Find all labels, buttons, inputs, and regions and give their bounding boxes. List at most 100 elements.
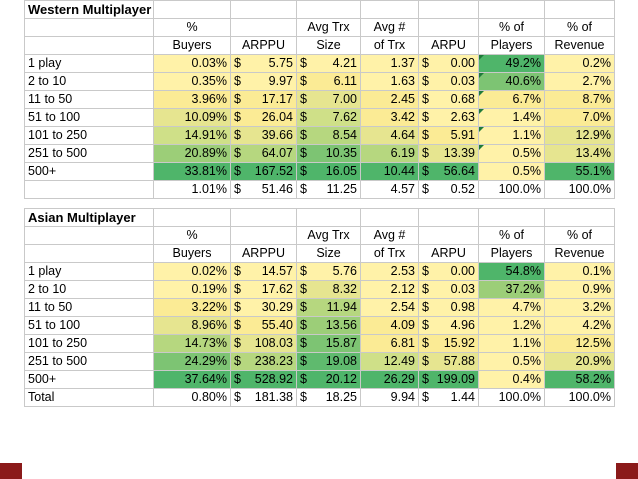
trx-size-cell-value: 15.87 bbox=[325, 336, 357, 350]
blank-cell bbox=[478, 0, 545, 19]
left-accent-bar bbox=[0, 463, 22, 479]
arpu-cell-value: 0.52 bbox=[450, 182, 475, 196]
num-trx-cell: 2.53 bbox=[360, 262, 419, 281]
revenue-cell: 0.1% bbox=[544, 262, 615, 281]
row-label: 1 play bbox=[24, 54, 154, 73]
revenue-cell: 7.0% bbox=[544, 108, 615, 127]
arppu-cell-value: 55.40 bbox=[261, 318, 293, 332]
row-label bbox=[24, 180, 154, 199]
column-header: Buyers bbox=[153, 36, 231, 55]
players-cell: 1.1% bbox=[478, 126, 545, 145]
column-header: % bbox=[153, 226, 231, 245]
header-row: Buyers ARPPU Size of Trx ARPU Players Revenue bbox=[24, 36, 615, 55]
table-row: 1 play 0.02% $14.57 $5.76 2.53 $0.00 54.8% 0.1% bbox=[24, 262, 615, 281]
arpu-cell: $57.88 bbox=[418, 352, 479, 371]
num-trx-cell: 1.37 bbox=[360, 54, 419, 73]
column-header: Size bbox=[296, 36, 361, 55]
num-trx-cell: 1.63 bbox=[360, 72, 419, 91]
trx-size-cell-value: 11.25 bbox=[326, 182, 357, 196]
currency-symbol: $ bbox=[422, 300, 429, 314]
trx-size-cell-value: 18.25 bbox=[325, 390, 357, 404]
trx-size-cell: $8.54 bbox=[296, 126, 361, 145]
column-header: of Trx bbox=[360, 244, 419, 263]
row-label: 2 to 10 bbox=[24, 72, 154, 91]
arppu-cell: $528.92 bbox=[230, 370, 297, 389]
buyers-cell: 8.96% bbox=[153, 316, 231, 335]
column-header bbox=[418, 18, 479, 37]
row-label: 1 play bbox=[24, 262, 154, 281]
num-trx-cell: 2.45 bbox=[360, 90, 419, 109]
arpu-cell-value: 199.09 bbox=[436, 372, 475, 386]
currency-symbol: $ bbox=[234, 372, 241, 386]
players-cell: 0.5% bbox=[478, 144, 545, 163]
table-row: 101 to 250 14.73% $108.03 $15.87 6.81 $15.92 1… bbox=[24, 334, 615, 353]
buyers-cell: 14.91% bbox=[153, 126, 231, 145]
revenue-cell: 8.7% bbox=[544, 90, 615, 109]
blank-cell bbox=[153, 0, 231, 19]
buyers-cell: 0.35% bbox=[153, 72, 231, 91]
arpu-cell: $199.09 bbox=[418, 370, 479, 389]
currency-symbol: $ bbox=[422, 92, 429, 106]
blank-cell bbox=[478, 208, 545, 227]
currency-symbol: $ bbox=[234, 336, 241, 350]
players-cell: 6.7% bbox=[478, 90, 545, 109]
arpu-cell-value: 0.98 bbox=[450, 300, 475, 314]
buyers-cell: 1.01% bbox=[153, 180, 231, 199]
currency-symbol: $ bbox=[300, 110, 307, 124]
blank-cell bbox=[544, 0, 615, 19]
blank-cell bbox=[153, 208, 231, 227]
table-row: 500+ 37.64% $528.92 $20.12 26.29 $199.09 0.4% 5… bbox=[24, 370, 615, 389]
revenue-cell: 0.9% bbox=[544, 280, 615, 299]
arpu-cell: $2.63 bbox=[418, 108, 479, 127]
currency-symbol: $ bbox=[422, 74, 429, 88]
revenue-cell: 55.1% bbox=[544, 162, 615, 181]
column-header: Players bbox=[478, 36, 545, 55]
currency-symbol: $ bbox=[234, 282, 241, 296]
buyers-cell: 10.09% bbox=[153, 108, 231, 127]
num-trx-cell: 4.09 bbox=[360, 316, 419, 335]
currency-symbol: $ bbox=[234, 300, 241, 314]
num-trx-cell: 12.49 bbox=[360, 352, 419, 371]
trx-size-cell: $11.94 bbox=[296, 298, 361, 317]
trx-size-cell: $20.12 bbox=[296, 370, 361, 389]
arpu-cell-value: 1.44 bbox=[450, 390, 475, 404]
arpu-cell-value: 13.39 bbox=[443, 146, 475, 160]
trx-size-cell: $18.25 bbox=[296, 388, 361, 407]
arppu-cell: $17.17 bbox=[230, 90, 297, 109]
players-cell: 100.0% bbox=[478, 388, 545, 407]
revenue-cell: 12.9% bbox=[544, 126, 615, 145]
table-row: 11 to 50 3.96% $17.17 $7.00 2.45 $0.68 6.7% 8.7… bbox=[24, 90, 615, 109]
buyers-cell: 33.81% bbox=[153, 162, 231, 181]
arppu-cell: $17.62 bbox=[230, 280, 297, 299]
buyers-cell: 0.02% bbox=[153, 262, 231, 281]
row-label: Total bbox=[24, 388, 154, 407]
row-label: 11 to 50 bbox=[24, 298, 154, 317]
row-label: 251 to 500 bbox=[24, 144, 154, 163]
row-label: 251 to 500 bbox=[24, 352, 154, 371]
blank-cell bbox=[544, 208, 615, 227]
row-label: 500+ bbox=[24, 370, 154, 389]
trx-size-cell: $13.56 bbox=[296, 316, 361, 335]
trx-size-cell-value: 8.32 bbox=[332, 282, 357, 296]
currency-symbol: $ bbox=[422, 336, 429, 350]
blank-cell bbox=[296, 0, 361, 19]
currency-symbol: $ bbox=[300, 56, 307, 70]
currency-symbol: $ bbox=[234, 92, 241, 106]
currency-symbol: $ bbox=[300, 300, 307, 314]
trx-size-cell: $5.76 bbox=[296, 262, 361, 281]
arpu-cell: $0.03 bbox=[418, 280, 479, 299]
column-header: Buyers bbox=[153, 244, 231, 263]
column-header: Size bbox=[296, 244, 361, 263]
currency-symbol: $ bbox=[422, 354, 429, 368]
blank-cell bbox=[24, 36, 154, 55]
arppu-cell-value: 14.57 bbox=[261, 264, 293, 278]
arpu-cell-value: 0.00 bbox=[450, 264, 475, 278]
revenue-cell: 100.0% bbox=[544, 388, 615, 407]
blank-cell bbox=[360, 208, 419, 227]
arpu-cell: $13.39 bbox=[418, 144, 479, 163]
arpu-cell-value: 0.68 bbox=[450, 92, 475, 106]
row-label: 11 to 50 bbox=[24, 90, 154, 109]
table-row: 51 to 100 10.09% $26.04 $7.62 3.42 $2.63 1.4% 7… bbox=[24, 108, 615, 127]
trx-size-cell-value: 6.11 bbox=[333, 74, 357, 88]
